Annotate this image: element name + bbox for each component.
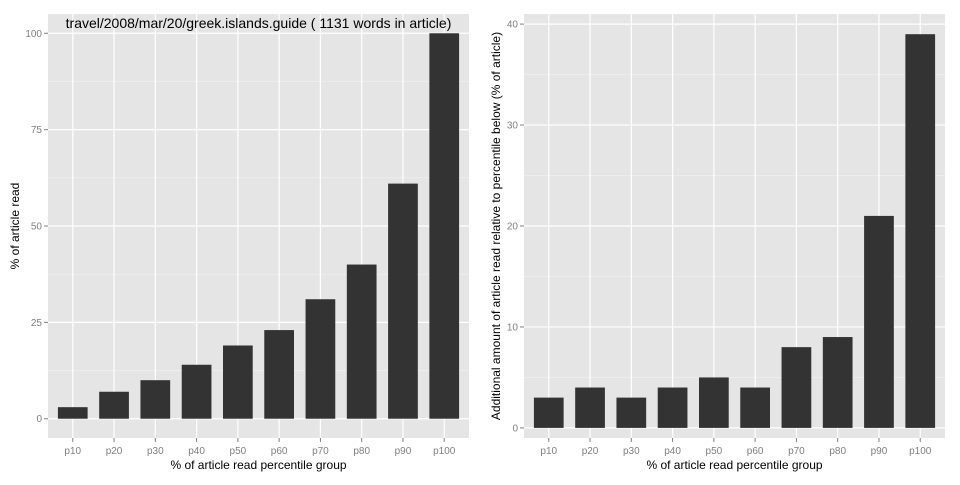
bar-p20 (575, 387, 605, 428)
y-tick-label: 40 (507, 20, 519, 31)
y-tick-label: 10 (507, 322, 519, 333)
bar-p20 (99, 391, 129, 419)
x-tick-label: p60 (271, 446, 288, 457)
x-tick-label: p30 (623, 446, 640, 457)
x-tick-label: p90 (395, 446, 412, 457)
x-axis-label: % of article read percentile group (170, 458, 346, 472)
bar-p60 (264, 330, 294, 419)
bar-p90 (388, 183, 418, 419)
x-ticks: p10 p20 p30 p40 p50 p60 p70 p80 p90 p100 (64, 438, 456, 457)
x-tick-label: p80 (829, 446, 846, 457)
y-tick-label: 75 (31, 125, 43, 136)
y-tick-label: 0 (512, 423, 518, 434)
bar-p100 (905, 34, 936, 428)
bar-p40 (657, 387, 688, 428)
bar-p50 (223, 345, 253, 419)
x-tick-label: p70 (312, 446, 329, 457)
x-tick-label: p30 (147, 446, 164, 457)
x-tick-label: p10 (64, 446, 81, 457)
x-tick-label: p20 (106, 446, 123, 457)
y-axis-label: Additional amount of article read relati… (489, 32, 503, 420)
bar-p80 (822, 337, 853, 428)
y-tick-label: 50 (31, 222, 43, 233)
x-tick-label: p90 (871, 446, 888, 457)
y-tick-label: 25 (31, 318, 43, 329)
x-tick-label: p20 (582, 446, 599, 457)
x-axis-label: % of article read percentile group (646, 458, 822, 472)
x-tick-label: p100 (909, 446, 932, 457)
y-tick-label: 100 (25, 29, 42, 40)
x-ticks: p10 p20 p30 p40 p50 p60 p70 p80 p90 p100 (540, 438, 932, 457)
x-tick-label: p100 (433, 446, 456, 457)
x-tick-label: p40 (664, 446, 681, 457)
bar-p30 (140, 380, 171, 419)
x-tick-label: p50 (230, 446, 247, 457)
bar-p60 (740, 387, 770, 428)
bar-p10 (57, 407, 88, 419)
bar-p80 (346, 264, 377, 419)
bar-p40 (181, 364, 212, 419)
x-tick-label: p50 (706, 446, 723, 457)
x-tick-label: p60 (747, 446, 764, 457)
x-tick-label: p80 (353, 446, 370, 457)
y-axis-label: % of article read (8, 183, 22, 270)
bar-p100 (429, 33, 460, 419)
x-tick-label: p10 (540, 446, 557, 457)
y-tick-label: 0 (36, 414, 42, 425)
bar-p10 (533, 397, 564, 428)
bars (533, 34, 936, 428)
y-ticks: 0 10 20 30 40 (507, 20, 524, 434)
y-tick-label: 30 (507, 121, 519, 132)
bar-p90 (864, 215, 894, 428)
bar-p50 (699, 377, 729, 428)
y-ticks: 0 25 50 75 100 (25, 29, 48, 425)
bar-p70 (781, 347, 812, 428)
bars (57, 33, 460, 419)
bar-p30 (616, 397, 647, 428)
bar-p70 (305, 299, 336, 419)
x-tick-label: p40 (188, 446, 205, 457)
x-tick-label: p70 (788, 446, 805, 457)
y-tick-label: 20 (507, 222, 519, 233)
chart-title: travel/2008/mar/20/greek.islands.guide (… (66, 15, 452, 31)
